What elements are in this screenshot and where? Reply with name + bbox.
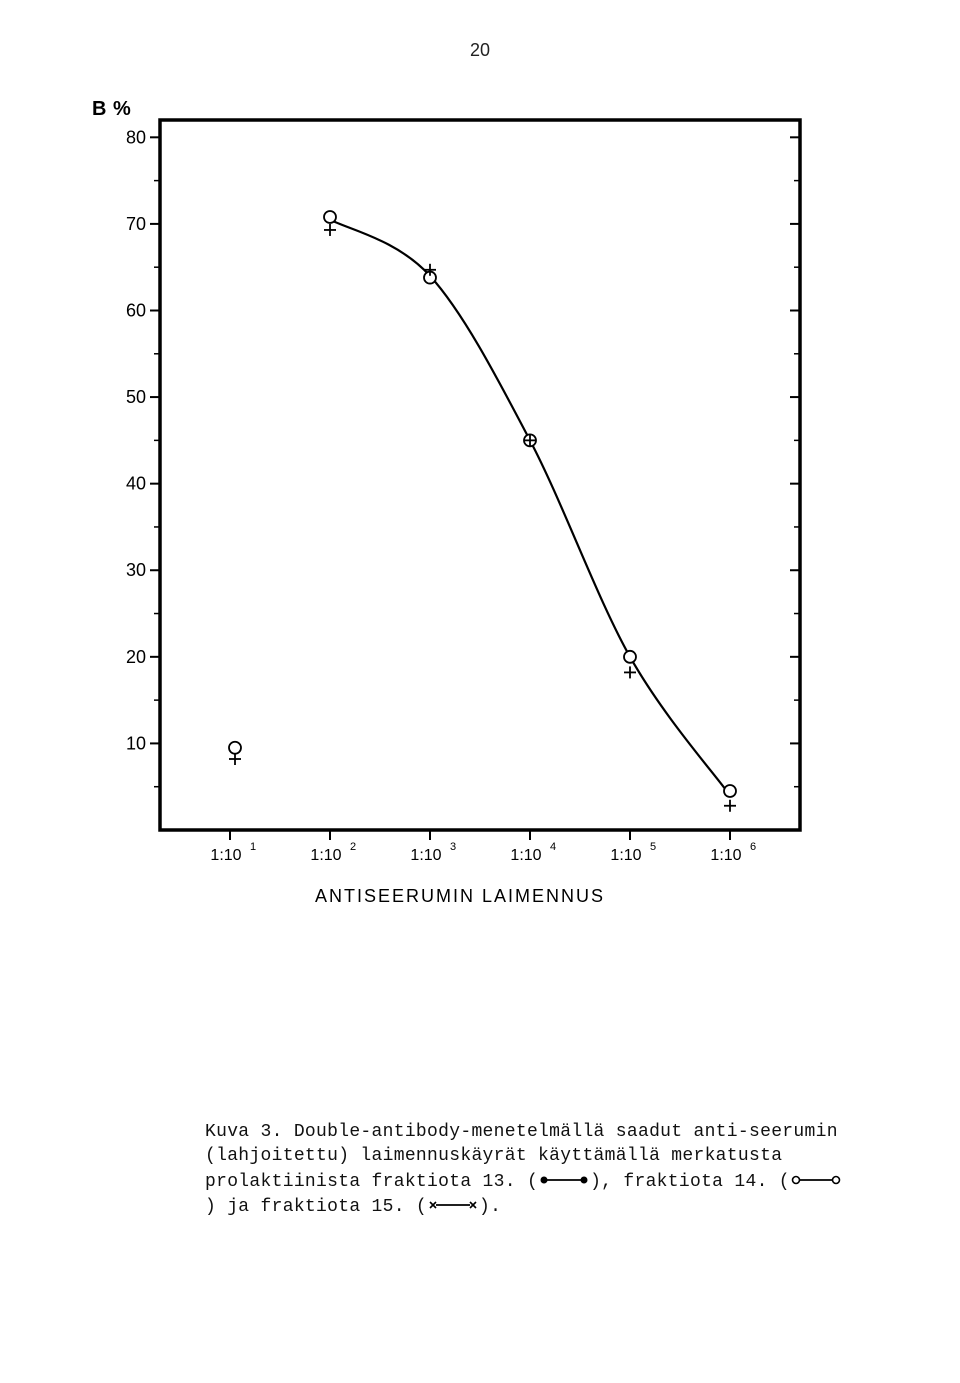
caption-text-2: ), fraktiota 14. ( (590, 1172, 790, 1192)
x-tick-exponent: 3 (450, 841, 456, 853)
legend-open-circle-icon (790, 1169, 842, 1193)
x-tick-exponent: 5 (650, 841, 656, 853)
x-tick-label: 1:10 (410, 847, 441, 864)
y-tick-label: 60 (126, 300, 146, 320)
x-tick-label: 1:10 (710, 847, 741, 864)
y-tick-label: 40 (126, 474, 146, 494)
y-tick-label: 50 (126, 387, 146, 407)
caption-text-3: ) ja fraktiota 15. ( (205, 1197, 427, 1217)
marker-open-circle (624, 651, 636, 663)
x-tick-label: 1:10 (610, 847, 641, 864)
marker-open-circle (229, 742, 241, 754)
marker-open-circle (324, 211, 336, 223)
y-tick-label: 20 (126, 647, 146, 667)
x-tick-label: 1:10 (210, 847, 241, 864)
x-tick-exponent: 1 (250, 841, 256, 853)
caption-text-4: ). (479, 1197, 501, 1217)
x-tick-exponent: 4 (550, 841, 556, 853)
marker-open-circle (724, 785, 736, 797)
page-number: 20 (470, 40, 490, 61)
y-tick-label: 70 (126, 214, 146, 234)
page: 20 B % 10 20 30 40 50 60 70 80 1:10 1 1:10 2 1:10 3 1:… (0, 0, 960, 1383)
y-tick-label: 30 (126, 560, 146, 580)
y-axis-title: B % (92, 98, 131, 121)
chart-svg: 10 20 30 40 50 60 70 80 1:10 1 1:10 2 1:10 3 1:10 4 1:10… (100, 100, 820, 880)
x-axis-title: ANTISEERUMIN LAIMENNUS (100, 886, 820, 907)
chart-container: B % 10203040506070801:1011:1021:1031:104… (100, 100, 820, 930)
legend-x-icon (427, 1194, 479, 1218)
x-tick-exponent: 2 (350, 841, 356, 853)
x-tick-label: 1:10 (310, 847, 341, 864)
x-tick-label: 1:10 (510, 847, 541, 864)
y-tick-label: 10 (126, 733, 146, 753)
figure-caption: Kuva 3. Double-antibody-menetelmällä saa… (205, 1120, 845, 1219)
legend-filled-circle-icon (538, 1169, 590, 1193)
y-tick-label: 80 (126, 127, 146, 147)
x-tick-exponent: 6 (750, 841, 756, 853)
